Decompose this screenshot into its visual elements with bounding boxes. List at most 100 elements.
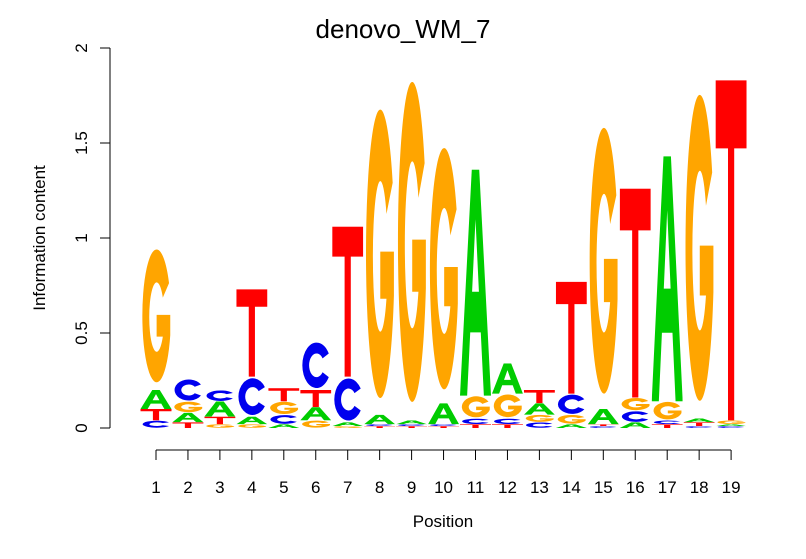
letter-g-pos-5 [270,401,299,414]
letter-t-pos-4 [236,289,268,377]
letter-t-pos-5 [268,388,300,402]
letter-a-pos-18 [683,418,715,423]
letter-c-pos-4 [238,378,265,416]
letter-a-pos-6 [300,407,332,421]
y-tick-label: 2 [72,43,91,52]
letter-a-pos-5 [268,424,300,428]
letter-g-pos-3 [206,424,235,428]
letter-c-pos-19 [717,426,745,428]
letter-t-pos-10 [428,426,460,428]
x-axis: 1 2 3 4 5 6 7 8 9 10 11 12 13 14 15 16 17 18 19 [151,449,741,497]
x-tick-label: 5 [279,478,288,497]
chart-title: denovo_WM_7 [316,14,491,44]
letter-c-pos-18 [685,426,713,428]
x-tick-label: 6 [311,478,320,497]
letter-a-pos-1 [140,390,172,409]
x-tick-label: 1 [151,478,160,497]
letter-g-pos-9 [397,81,426,402]
x-tick-label: 3 [215,478,224,497]
x-tick-label: 4 [247,478,256,497]
letter-c-pos-14 [557,394,585,414]
x-tick-label: 7 [343,478,352,497]
x-tick-label: 11 [467,478,485,497]
y-axis: 0 0.5 1 1.5 2 [72,43,111,433]
letter-c-pos-8 [366,424,393,427]
x-tick-label: 19 [722,478,741,497]
y-axis-label: Information content [30,165,49,311]
letter-t-pos-17 [651,424,683,428]
letter-t-pos-1 [140,409,172,421]
letter-stacks [140,80,747,428]
letter-g-pos-19 [717,420,746,424]
letter-a-pos-11 [460,169,491,396]
letter-a-pos-14 [555,424,587,428]
y-tick-label: 1 [72,233,91,242]
x-tick-label: 14 [562,478,581,497]
letter-t-pos-18 [683,422,715,427]
letter-a-pos-8 [364,414,396,425]
letter-t-pos-9 [396,426,428,428]
y-tick-label: 1.5 [72,131,91,155]
letter-t-pos-11 [460,424,491,428]
letter-c-pos-5 [270,415,297,424]
letter-g-pos-6 [302,420,331,428]
letter-g-pos-7 [334,426,362,428]
letter-g-pos-18 [685,94,714,401]
letter-t-pos-16 [619,188,651,398]
letter-g-pos-1 [142,249,171,383]
letter-a-pos-10 [428,403,460,425]
letter-g-pos-8 [366,109,394,398]
letter-a-pos-7 [332,422,364,427]
letter-a-pos-2 [172,412,204,423]
letter-t-pos-6 [300,390,332,408]
letter-c-pos-7 [334,378,361,421]
x-tick-label: 10 [434,478,453,497]
letter-g-pos-2 [174,401,203,413]
letter-a-pos-4 [236,416,268,425]
x-tick-label: 13 [530,478,549,497]
letter-g-pos-10 [429,148,458,390]
letter-a-pos-9 [396,420,428,425]
x-tick-label: 17 [658,478,677,497]
letter-g-pos-12 [493,394,522,418]
letter-g-pos-17 [653,401,682,420]
letter-a-pos-13 [523,403,555,415]
letter-t-pos-3 [204,416,236,425]
letter-c-pos-2 [174,379,201,401]
letter-g-pos-11 [461,396,490,418]
letter-c-pos-13 [525,422,553,428]
letter-c-pos-1 [142,420,170,428]
letter-g-pos-14 [557,414,586,424]
x-tick-label: 15 [594,478,613,497]
letter-g-pos-15 [589,127,618,394]
letter-c-pos-16 [621,411,649,422]
letter-a-pos-17 [651,156,683,402]
letter-g-pos-13 [525,414,554,422]
letter-c-pos-9 [398,424,425,427]
x-axis-label: Position [413,512,473,531]
x-tick-label: 16 [626,478,645,497]
y-tick-label: 0 [72,423,91,432]
letter-c-pos-12 [494,418,521,424]
letter-t-pos-14 [555,281,587,394]
letter-t-pos-8 [364,426,396,428]
letter-t-pos-12 [491,424,523,428]
letter-t-pos-13 [523,390,555,404]
letter-a-pos-15 [587,409,619,425]
letter-c-pos-15 [589,426,617,428]
letter-a-pos-12 [491,363,523,394]
letter-c-pos-6 [302,342,329,389]
letter-t-pos-2 [172,422,204,428]
x-tick-label: 2 [183,478,192,497]
letter-c-pos-3 [206,390,233,401]
letter-a-pos-19 [715,424,747,427]
letter-t-pos-15 [587,424,619,427]
x-tick-label: 18 [690,478,709,497]
y-tick-label: 0.5 [72,321,91,345]
letter-c-pos-17 [653,420,681,425]
letter-a-pos-16 [619,422,651,428]
letter-c-pos-10 [430,424,457,427]
x-tick-label: 9 [407,478,416,497]
letter-g-pos-16 [621,397,650,411]
